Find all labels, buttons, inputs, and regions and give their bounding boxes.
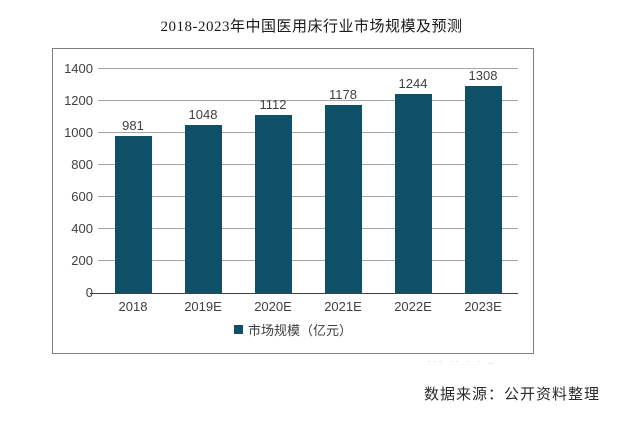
x-axis-tick-label: 2021E [324,299,362,314]
gridline [98,260,518,261]
bar-value-label: 1112 [259,97,287,112]
bar-slot: 1308 [448,69,518,293]
gridline [98,100,518,101]
bar-value-label: 1178 [329,87,357,102]
bar [254,115,292,293]
gridline [98,164,518,165]
x-axis-tick-label: 2019E [184,299,222,314]
y-axis-tick-label: 1400 [64,61,93,76]
bar-slot: 1178 [308,69,378,293]
bar-value-label: 1308 [468,68,498,83]
x-axis-line [90,293,518,294]
gridline [98,132,518,133]
bar [394,94,432,293]
y-axis-tick-label: 1000 [64,125,93,140]
bar-value-label: 1244 [398,76,428,91]
legend-label: 市场规模（亿元） [247,323,352,338]
bar [114,136,152,293]
y-axis-tick-label: 800 [71,157,93,172]
x-axis-tick-label: 2023E [464,299,502,314]
bar [464,86,502,293]
gridline [98,196,518,197]
gridline [98,228,518,229]
source-note: 数据来源：公开资料整理 [423,387,600,403]
bar-value-label: 1048 [188,107,218,122]
chart-title: 2018-2023年中国医用床行业市场规模及预测 [160,19,463,35]
x-axis-tick-label: 2020E [254,299,292,314]
cropped-watermark: ... .. . . _ [428,354,497,364]
bar-slot: 1244 [378,69,448,293]
y-axis-tick-label: 400 [71,221,93,236]
legend: 市场规模（亿元） [53,320,533,339]
y-axis-tick-label: 600 [71,189,93,204]
y-axis-tick-label: 200 [71,253,93,268]
x-axis: 2018 2019E 2020E 2021E 2022E 2023E [98,299,518,314]
x-axis-tick-label: 2022E [394,299,432,314]
bar-value-label: 981 [122,118,144,133]
bar [324,105,362,293]
bar [184,125,222,293]
plot-area [90,68,518,294]
bar-slot: 981 [98,69,168,293]
x-axis-tick-label: 2018 [118,299,148,314]
gridline [98,68,518,69]
bar-slot: 1112 [238,69,308,293]
legend-marker-icon [233,325,243,334]
y-axis-tick-label: 1200 [64,93,93,108]
chart-frame: 0 200 400 600 800 1000 1200 1400 981 1048 1112 117… [52,48,534,354]
y-axis-tick-label: 0 [55,286,93,300]
bar-series: 981 1048 1112 1178 1244 1308 [98,69,518,293]
bar-slot: 1048 [168,69,238,293]
